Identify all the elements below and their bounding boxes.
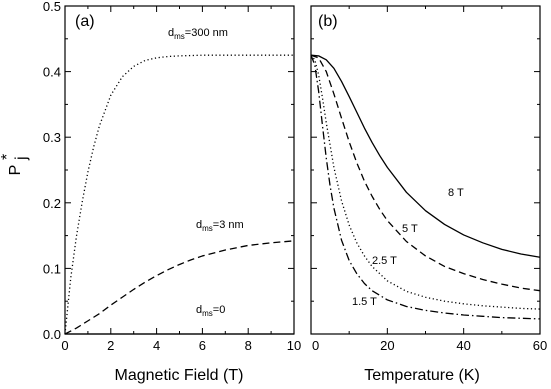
y-axis-title-sub: j bbox=[13, 156, 30, 161]
annotation-dms-3nm-sub: ms bbox=[202, 224, 213, 233]
annotation-dms-3nm-main: d bbox=[196, 219, 202, 231]
series-line-b-0 bbox=[310, 54, 541, 258]
panel-b-label: (b) bbox=[318, 13, 338, 30]
x-tick-label-a-8: 8 bbox=[245, 338, 252, 353]
annotation-dms-0: dms=0 bbox=[196, 304, 225, 318]
series-line-b-3 bbox=[310, 54, 541, 320]
series-line-b-1 bbox=[310, 54, 541, 292]
x-tick-label-a-4: 4 bbox=[153, 338, 160, 353]
x-tick-label-b-60: 60 bbox=[533, 338, 547, 353]
y-tick-label-0: 0.0 bbox=[43, 327, 61, 342]
panel-a-frame bbox=[64, 5, 295, 335]
annotation-dms-0-main: d bbox=[196, 304, 202, 316]
label-5T: 5 T bbox=[402, 223, 418, 235]
panel-a-series bbox=[64, 54, 295, 335]
annotation-dms-0-sub: ms bbox=[202, 309, 213, 318]
panel-a-label: (a) bbox=[75, 13, 95, 30]
y-axis-title-sup: * bbox=[0, 154, 16, 160]
x-tick-label-a-2: 2 bbox=[107, 338, 114, 353]
panel-b-series bbox=[310, 54, 541, 320]
series-line-a-0 bbox=[64, 54, 294, 335]
x-tick-label-a-0: 0 bbox=[61, 338, 68, 353]
annotation-dms-300nm: dms=300 nm bbox=[168, 27, 228, 41]
annotation-dms-300nm-sub: ms bbox=[174, 32, 185, 41]
series-line-b-2 bbox=[310, 54, 541, 310]
x-tick-label-b-40: 40 bbox=[456, 338, 470, 353]
y-tick-label-0.4: 0.4 bbox=[43, 65, 61, 80]
x-tick-label-a-10: 10 bbox=[287, 338, 301, 353]
x-tick-label-b-20: 20 bbox=[380, 338, 394, 353]
label-1-5T: 1.5 T bbox=[352, 296, 377, 308]
annotation-dms-300nm-main: d bbox=[168, 27, 174, 39]
series-line-a-1 bbox=[64, 240, 295, 335]
x-tick-label-b-0: 0 bbox=[312, 338, 319, 353]
y-tick-label-0.2: 0.2 bbox=[43, 196, 61, 211]
panel-b-x-axis-title: Temperature (K) bbox=[364, 367, 480, 384]
y-tick-label-0.3: 0.3 bbox=[43, 130, 61, 145]
y-axis-title: P * j bbox=[0, 154, 30, 176]
annotation-dms-0-rest: =0 bbox=[213, 304, 226, 316]
label-2-5T: 2.5 T bbox=[372, 255, 397, 267]
y-tick-label-0.5: 0.5 bbox=[43, 0, 61, 14]
annotation-dms-3nm-rest: =3 nm bbox=[213, 219, 244, 231]
label-8T: 8 T bbox=[448, 187, 464, 199]
panel-a-x-axis-title: Magnetic Field (T) bbox=[115, 367, 244, 384]
annotation-dms-300nm-rest: =300 nm bbox=[185, 27, 228, 39]
x-tick-label-a-6: 6 bbox=[199, 338, 206, 353]
panel-a-ticks: 0 2 4 6 8 10 0.0 0.1 0.2 0.3 0.4 0.5 bbox=[43, 0, 301, 353]
panel-b-ticks: 0 20 40 60 bbox=[310, 5, 547, 353]
annotation-dms-3nm: dms=3 nm bbox=[196, 219, 244, 233]
y-axis-title-main: P bbox=[7, 165, 24, 176]
y-tick-label-0.1: 0.1 bbox=[43, 261, 61, 276]
